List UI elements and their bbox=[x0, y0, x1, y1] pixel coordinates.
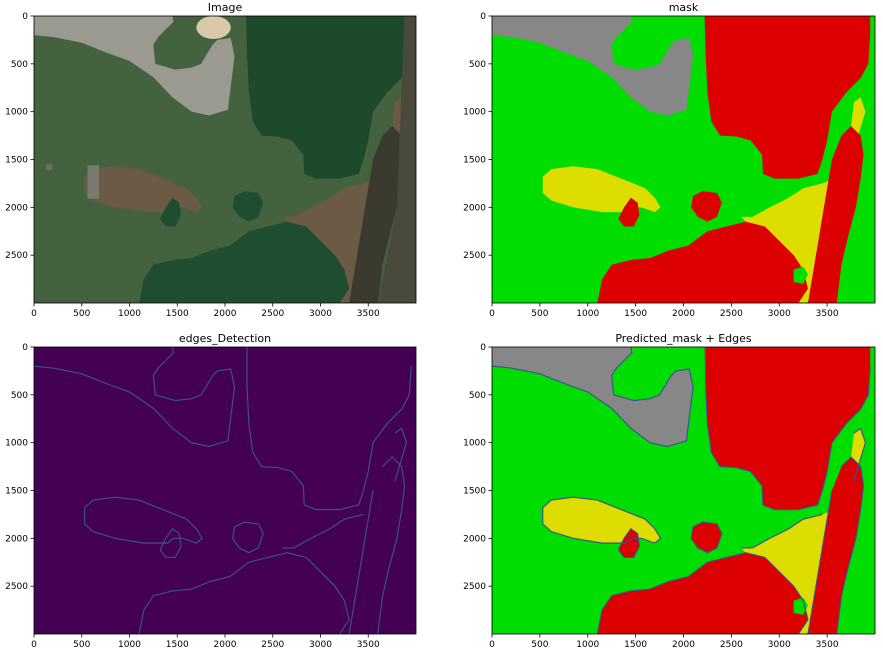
y-tick-label: 1500 bbox=[5, 487, 28, 497]
x-tick-label: 2500 bbox=[261, 309, 284, 319]
y-tick-label: 2500 bbox=[5, 582, 28, 592]
panel-title: edges_Detection bbox=[179, 332, 271, 345]
x-tick-label: 1000 bbox=[118, 640, 141, 650]
x-tick-label: 3500 bbox=[357, 640, 380, 650]
y-tick-label: 0 bbox=[480, 12, 486, 22]
x-tick-label: 1500 bbox=[624, 640, 647, 650]
x-tick-label: 1000 bbox=[576, 640, 599, 650]
y-tick-label: 1500 bbox=[463, 156, 486, 166]
x-tick-label: 3000 bbox=[309, 309, 332, 319]
panel-title: Predicted_mask + Edges bbox=[615, 332, 752, 345]
x-tick-label: 2000 bbox=[214, 309, 237, 319]
x-tick-label: 2500 bbox=[720, 640, 743, 650]
x-tick-label: 2500 bbox=[720, 309, 743, 319]
y-tick-label: 2000 bbox=[463, 534, 486, 544]
image-content bbox=[34, 16, 417, 304]
panel-mask: mask 0 500 1000 1500 2000 2500 3000 3500 0 500 1000… bbox=[463, 1, 876, 319]
y-tick-label: 1000 bbox=[463, 108, 486, 118]
y-tick-label: 2500 bbox=[5, 251, 28, 261]
y-tick-label: 1500 bbox=[463, 487, 486, 497]
y-tick-label: 0 bbox=[22, 12, 28, 22]
x-tick-label: 500 bbox=[531, 309, 548, 319]
x-tick-label: 2000 bbox=[672, 640, 695, 650]
panel-title: mask bbox=[669, 1, 699, 14]
y-tick-label: 2000 bbox=[5, 534, 28, 544]
x-tick-label: 1500 bbox=[624, 309, 647, 319]
y-tick-label: 500 bbox=[469, 60, 486, 70]
x-tick-label: 1500 bbox=[166, 309, 189, 319]
y-tick-label: 2000 bbox=[463, 203, 486, 213]
y-tick-label: 500 bbox=[11, 60, 28, 70]
y-tick-label: 0 bbox=[22, 343, 28, 353]
x-tick-label: 1000 bbox=[118, 309, 141, 319]
y-tick-label: 0 bbox=[480, 343, 486, 353]
x-tick-label: 1000 bbox=[576, 309, 599, 319]
x-tick-label: 0 bbox=[31, 640, 37, 650]
image-content bbox=[492, 16, 875, 304]
y-tick-label: 1500 bbox=[5, 156, 28, 166]
x-tick-label: 500 bbox=[73, 309, 90, 319]
y-tick-label: 2500 bbox=[463, 251, 486, 261]
y-tick-label: 500 bbox=[469, 391, 486, 401]
x-tick-label: 2000 bbox=[672, 309, 695, 319]
y-tick-label: 2500 bbox=[463, 582, 486, 592]
x-tick-label: 3000 bbox=[768, 640, 791, 650]
x-tick-label: 3000 bbox=[309, 640, 332, 650]
x-tick-label: 2500 bbox=[261, 640, 284, 650]
y-tick-label: 1000 bbox=[5, 108, 28, 118]
x-tick-label: 3500 bbox=[816, 309, 839, 319]
image-content bbox=[492, 347, 875, 635]
y-tick-label: 500 bbox=[11, 391, 28, 401]
y-tick-label: 1000 bbox=[463, 439, 486, 449]
panel-image: Image 0 500 1000 1500 2000 2500 3000 3500 0 500 100… bbox=[5, 1, 417, 319]
x-tick-label: 500 bbox=[531, 640, 548, 650]
x-tick-label: 500 bbox=[73, 640, 90, 650]
x-tick-label: 0 bbox=[31, 309, 37, 319]
x-tick-label: 0 bbox=[489, 640, 495, 650]
panel-edges-detection: edges_Detection 0 500 1000 1500 2000 2500 3000 3… bbox=[5, 332, 417, 650]
x-tick-label: 3000 bbox=[768, 309, 791, 319]
x-tick-label: 2000 bbox=[214, 640, 237, 650]
x-tick-label: 3500 bbox=[357, 309, 380, 319]
panel-title: Image bbox=[208, 1, 243, 14]
image-content bbox=[34, 347, 417, 635]
x-tick-label: 0 bbox=[489, 309, 495, 319]
y-tick-label: 2000 bbox=[5, 203, 28, 213]
panel-predicted-mask-edges: Predicted_mask + Edges 0 500 1000 1500 2000 25… bbox=[463, 332, 876, 650]
y-tick-label: 1000 bbox=[5, 439, 28, 449]
x-tick-label: 1500 bbox=[166, 640, 189, 650]
x-tick-label: 3500 bbox=[816, 640, 839, 650]
